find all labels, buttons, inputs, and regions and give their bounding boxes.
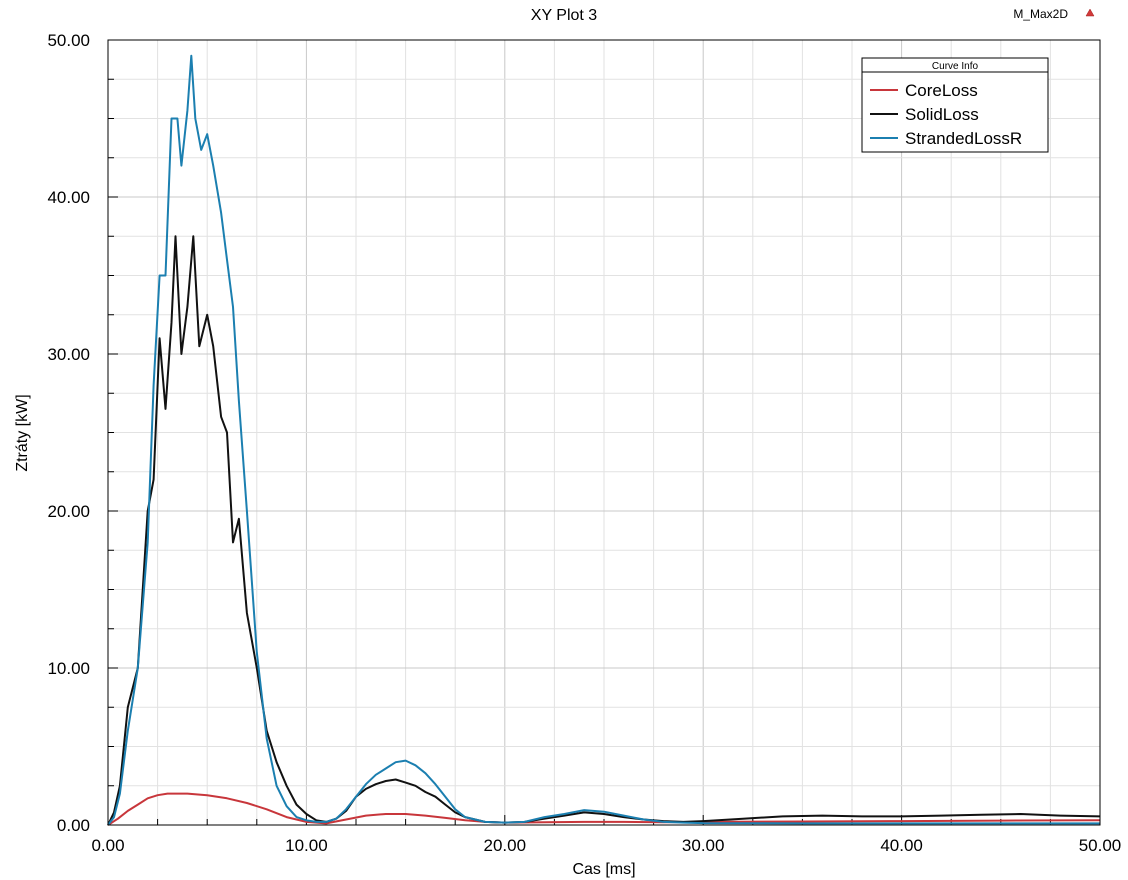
legend-label: SolidLoss xyxy=(905,105,979,124)
brand-label: M_Max2D xyxy=(1013,7,1068,21)
y-axis-title: Ztráty [kW] xyxy=(14,394,31,471)
legend-title: Curve Info xyxy=(932,61,979,72)
warning-triangle-icon xyxy=(1085,8,1095,17)
y-tick-label: 40.00 xyxy=(47,188,90,207)
x-tick-label: 40.00 xyxy=(880,836,923,855)
x-tick-label: 30.00 xyxy=(682,836,725,855)
x-tick-label: 0.00 xyxy=(91,836,124,855)
grid xyxy=(107,39,1101,826)
x-tick-label: 20.00 xyxy=(484,836,527,855)
x-tick-labels: 0.00 10.00 20.00 30.00 40.00 50.00 xyxy=(91,836,1121,855)
x-tick-label: 50.00 xyxy=(1079,836,1122,855)
y-tick-labels: 0.00 10.00 20.00 30.00 40.00 50.00 xyxy=(47,31,90,835)
y-tick-label: 20.00 xyxy=(47,502,90,521)
y-tick-label: 10.00 xyxy=(47,659,90,678)
y-tick-label: 0.00 xyxy=(57,816,90,835)
x-axis-title: Cas [ms] xyxy=(572,861,635,878)
legend: Curve Info CoreLoss SolidLoss StrandedLoss… xyxy=(861,57,1049,153)
x-tick-label: 10.00 xyxy=(285,836,328,855)
legend-label: CoreLoss xyxy=(905,81,978,100)
legend-box xyxy=(861,57,1049,153)
legend-label: StrandedLossR xyxy=(905,129,1022,148)
series-line-strandedlossr xyxy=(107,54,1100,826)
y-tick-label: 30.00 xyxy=(47,345,90,364)
series-line-coreloss xyxy=(107,792,1101,826)
legend-items: CoreLoss SolidLoss StrandedLossR xyxy=(870,81,1022,148)
series-lines xyxy=(107,54,1101,826)
y-tick-label: 50.00 xyxy=(47,31,90,50)
plot-frame xyxy=(107,39,1101,826)
plot-title: XY Plot 3 xyxy=(531,7,598,24)
